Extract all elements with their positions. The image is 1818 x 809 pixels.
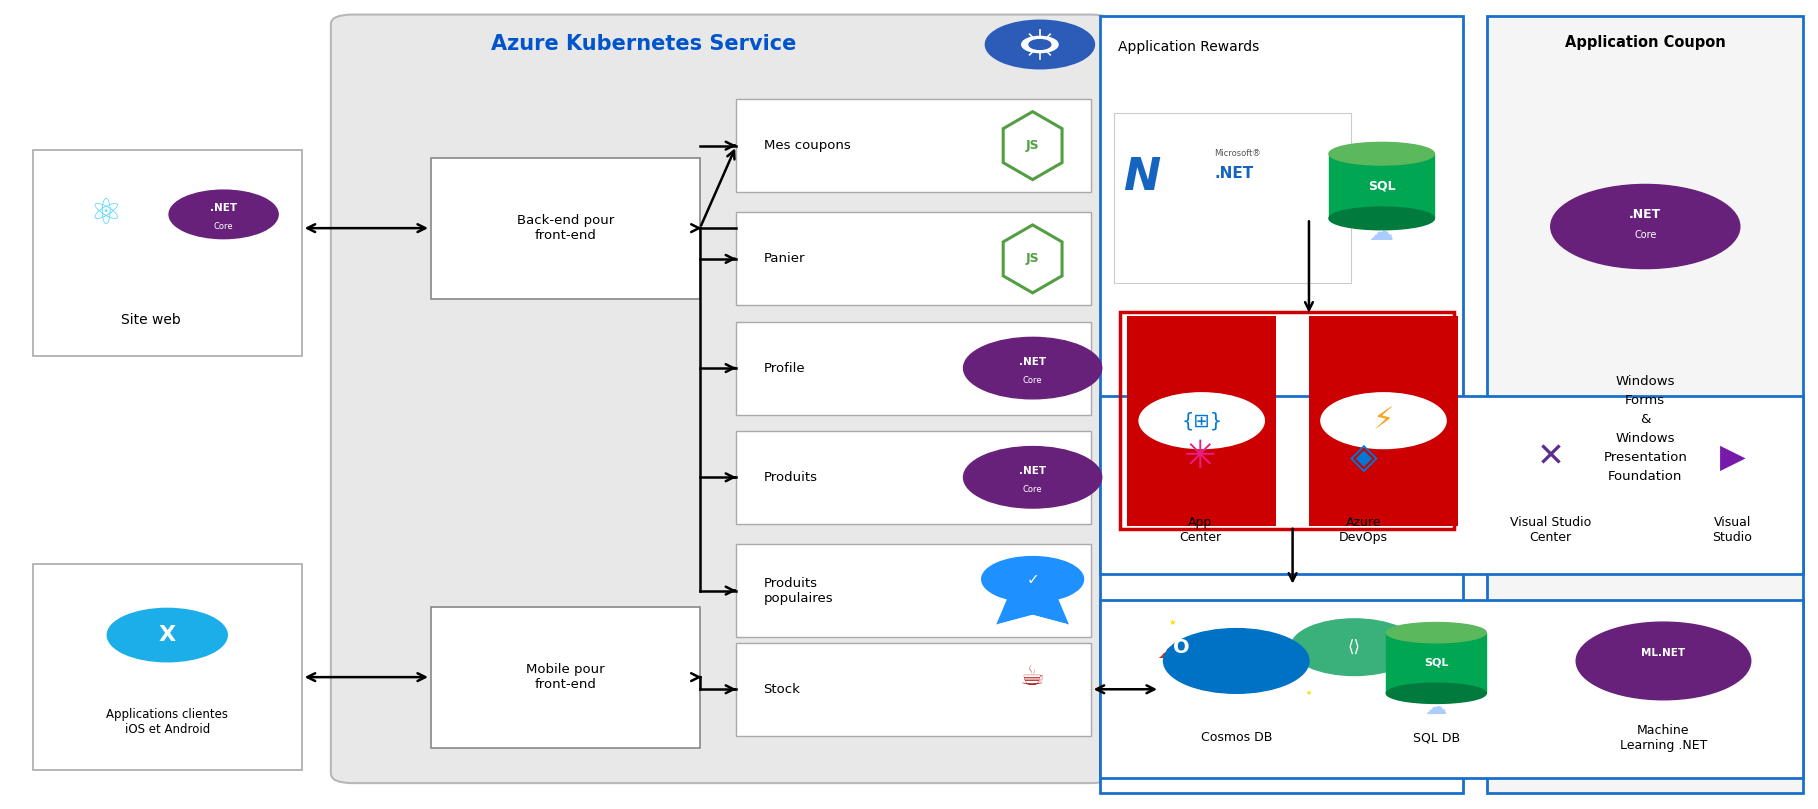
Text: Profile: Profile [764, 362, 805, 375]
Text: Visual Studio
Center: Visual Studio Center [1511, 516, 1591, 544]
FancyBboxPatch shape [331, 15, 1113, 783]
Text: ▶: ▶ [1720, 441, 1745, 473]
FancyBboxPatch shape [1309, 316, 1458, 526]
FancyBboxPatch shape [736, 642, 1091, 736]
Text: Applications clientes
iOS et Android: Applications clientes iOS et Android [105, 708, 229, 735]
FancyBboxPatch shape [736, 100, 1091, 193]
Text: ◈: ◈ [1349, 440, 1378, 474]
FancyBboxPatch shape [736, 544, 1091, 637]
Circle shape [169, 190, 278, 239]
Text: X: X [158, 625, 176, 645]
Circle shape [1022, 36, 1058, 53]
Text: Site web: Site web [122, 312, 180, 327]
Circle shape [985, 20, 1094, 69]
Circle shape [964, 337, 1102, 399]
Text: ☁: ☁ [1369, 221, 1394, 245]
Ellipse shape [1387, 683, 1485, 704]
Text: Application Coupon: Application Coupon [1565, 36, 1725, 50]
FancyBboxPatch shape [1100, 16, 1463, 793]
Circle shape [982, 557, 1084, 602]
Text: ✓: ✓ [1025, 572, 1040, 587]
Circle shape [1291, 619, 1418, 676]
Text: ⟨⟩: ⟨⟩ [1347, 638, 1362, 656]
Text: Mes coupons: Mes coupons [764, 139, 851, 152]
FancyBboxPatch shape [1127, 316, 1276, 526]
FancyBboxPatch shape [33, 564, 302, 770]
Text: Mobile pour
front-end: Mobile pour front-end [525, 663, 605, 691]
Text: Core: Core [215, 222, 233, 231]
Ellipse shape [1387, 623, 1485, 643]
Text: Microsoft®: Microsoft® [1214, 149, 1262, 159]
FancyBboxPatch shape [431, 607, 700, 748]
Text: .NET: .NET [1020, 466, 1045, 476]
Circle shape [1164, 629, 1309, 693]
Text: SQL DB: SQL DB [1413, 731, 1460, 744]
Text: ✕: ✕ [1536, 441, 1565, 473]
FancyBboxPatch shape [1487, 16, 1803, 793]
FancyBboxPatch shape [431, 158, 700, 299]
Text: {⊞}: {⊞} [1182, 411, 1222, 430]
Text: .NET: .NET [211, 203, 236, 213]
Text: Windows
Forms
&
Windows
Presentation
Foundation: Windows Forms & Windows Presentation Fou… [1603, 375, 1687, 483]
Text: Visual
Studio: Visual Studio [1713, 516, 1753, 544]
Ellipse shape [1329, 142, 1434, 165]
FancyBboxPatch shape [736, 212, 1091, 306]
Text: .NET: .NET [1214, 167, 1254, 181]
Text: Application Rewards: Application Rewards [1118, 40, 1260, 54]
Text: JS: JS [1025, 139, 1040, 152]
Circle shape [964, 447, 1102, 508]
Text: ML.NET: ML.NET [1642, 648, 1685, 658]
FancyBboxPatch shape [33, 150, 302, 356]
Circle shape [107, 608, 227, 662]
Text: Produits
populaires: Produits populaires [764, 577, 833, 604]
Text: ★: ★ [1169, 617, 1176, 627]
Polygon shape [996, 599, 1069, 625]
Polygon shape [996, 615, 1069, 625]
Text: ☁: ☁ [1425, 698, 1447, 718]
Text: Machine
Learning .NET: Machine Learning .NET [1620, 724, 1707, 752]
Text: O: O [1173, 637, 1191, 657]
Text: ★: ★ [1305, 690, 1313, 697]
Text: ☕: ☕ [1020, 663, 1045, 691]
Text: Panier: Panier [764, 252, 805, 265]
Circle shape [1322, 393, 1445, 448]
Text: ⚛: ⚛ [89, 197, 122, 231]
Text: .NET: .NET [1020, 357, 1045, 366]
Text: ⚡: ⚡ [1373, 406, 1394, 435]
Text: Azure
DevOps: Azure DevOps [1340, 516, 1387, 544]
Text: Core: Core [1634, 230, 1656, 239]
Text: Produits: Produits [764, 471, 818, 484]
Text: Stock: Stock [764, 683, 800, 696]
Circle shape [1551, 184, 1740, 269]
Text: Core: Core [1024, 375, 1042, 385]
Circle shape [1029, 40, 1051, 49]
Text: Back-end pour
front-end: Back-end pour front-end [516, 214, 614, 242]
FancyBboxPatch shape [736, 322, 1091, 414]
Text: Core: Core [1024, 485, 1042, 494]
Bar [1329, 154, 1434, 218]
Text: ✳: ✳ [1184, 438, 1216, 476]
FancyBboxPatch shape [736, 431, 1091, 524]
Ellipse shape [1329, 207, 1434, 230]
Text: Azure Kubernetes Service: Azure Kubernetes Service [491, 35, 796, 54]
Text: SQL: SQL [1367, 180, 1396, 193]
FancyBboxPatch shape [1100, 396, 1803, 574]
Circle shape [1576, 622, 1751, 700]
Text: App
Center: App Center [1178, 516, 1222, 544]
Text: ☁: ☁ [1154, 617, 1209, 669]
Bar [1387, 633, 1487, 693]
Text: Cosmos DB: Cosmos DB [1200, 731, 1273, 744]
Text: N: N [1124, 156, 1160, 200]
Text: .NET: .NET [1629, 208, 1662, 221]
Circle shape [1140, 393, 1264, 448]
Text: SQL: SQL [1423, 658, 1449, 668]
FancyBboxPatch shape [1100, 600, 1803, 778]
FancyBboxPatch shape [1114, 113, 1351, 283]
Text: JS: JS [1025, 252, 1040, 265]
